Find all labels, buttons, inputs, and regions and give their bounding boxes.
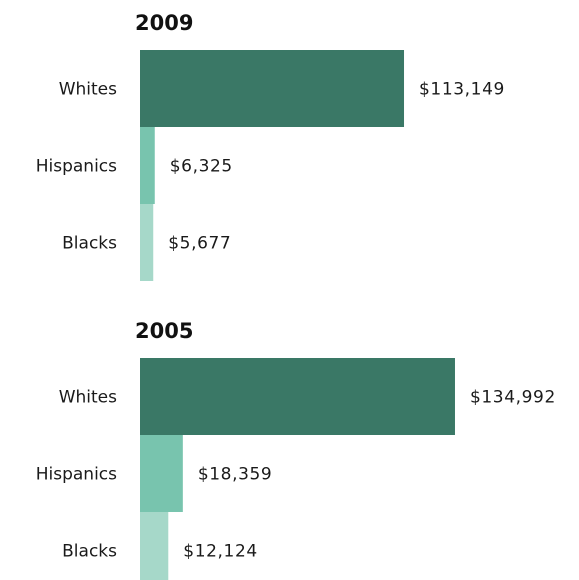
bar-hispanics (140, 127, 155, 204)
value-label-whites: $134,992 (470, 388, 556, 408)
category-label-blacks: Blacks (62, 234, 117, 254)
value-label-hispanics: $18,359 (198, 465, 272, 485)
bar-hispanics (140, 435, 183, 512)
value-label-whites: $113,149 (419, 80, 505, 100)
bar-whites (140, 358, 455, 435)
chart-panel-2005: 2005 Whites $134,992 Hispanics $18,359 Blacks… (36, 319, 556, 580)
panel-title: 2005 (135, 319, 193, 343)
value-label-blacks: $12,124 (183, 542, 258, 562)
panel-title: 2009 (135, 11, 193, 35)
bar-whites (140, 50, 405, 127)
category-label-whites: Whites (59, 80, 117, 100)
category-label-whites: Whites (59, 388, 117, 408)
category-label-blacks: Blacks (62, 542, 117, 562)
category-label-hispanics: Hispanics (36, 465, 117, 485)
bar-blacks (140, 204, 154, 281)
value-label-hispanics: $6,325 (170, 157, 233, 177)
bar-blacks (140, 512, 169, 580)
category-label-hispanics: Hispanics (36, 157, 117, 177)
chart-panel-2009: 2009 Whites $113,149 Hispanics $6,325 Blacks $… (36, 11, 505, 281)
value-label-blacks: $5,677 (168, 234, 231, 254)
